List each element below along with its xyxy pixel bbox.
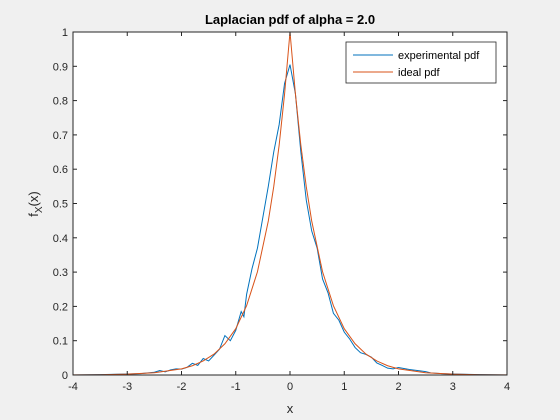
y-tick-label: 0.4 xyxy=(53,233,68,245)
x-tick-label: 2 xyxy=(395,381,401,393)
y-tick-label: 0.5 xyxy=(53,199,68,211)
y-tick-label: 0.9 xyxy=(53,61,68,73)
x-tick-label: 0 xyxy=(287,381,293,393)
x-axis-ticks: -4 -3 -2 -1 0 1 2 3 4 xyxy=(68,32,510,393)
y-tick-label: 0.8 xyxy=(53,96,68,108)
x-tick-label: -1 xyxy=(231,381,241,393)
y-axis-ticks: 0 0.1 0.2 0.3 0.4 0.5 0.6 0.7 0.8 0.9 1 xyxy=(53,27,507,382)
legend-box xyxy=(345,41,497,84)
x-axis-label: x xyxy=(287,401,294,416)
chart-title: Laplacian pdf of alpha = 2.0 xyxy=(205,12,375,27)
y-axis-label-subscript: X xyxy=(34,206,45,213)
y-axis-label: fX(x) xyxy=(26,191,45,216)
x-tick-label: 4 xyxy=(504,381,510,393)
y-tick-label: 0.6 xyxy=(53,164,68,176)
legend-label-ideal: ideal pdf xyxy=(398,67,441,79)
x-tick-label: 3 xyxy=(450,381,456,393)
y-tick-label: 1 xyxy=(62,27,68,39)
x-tick-label: -2 xyxy=(177,381,187,393)
y-tick-label: 0.7 xyxy=(53,130,68,142)
y-tick-label: 0.3 xyxy=(53,267,68,279)
y-axis-label-tail: (x) xyxy=(26,191,41,206)
svg-text:fX(x): fX(x) xyxy=(26,191,45,216)
y-tick-label: 0 xyxy=(62,370,68,382)
y-tick-label: 0.2 xyxy=(53,301,68,313)
y-axis-label-main: f xyxy=(26,213,41,217)
legend: experimental pdf ideal pdf xyxy=(345,41,497,84)
x-tick-label: -3 xyxy=(122,381,132,393)
x-tick-label: 1 xyxy=(341,381,347,393)
legend-label-experimental: experimental pdf xyxy=(398,50,480,62)
plot-area xyxy=(73,32,507,375)
x-tick-label: -4 xyxy=(68,381,78,393)
y-tick-label: 0.1 xyxy=(53,336,68,348)
